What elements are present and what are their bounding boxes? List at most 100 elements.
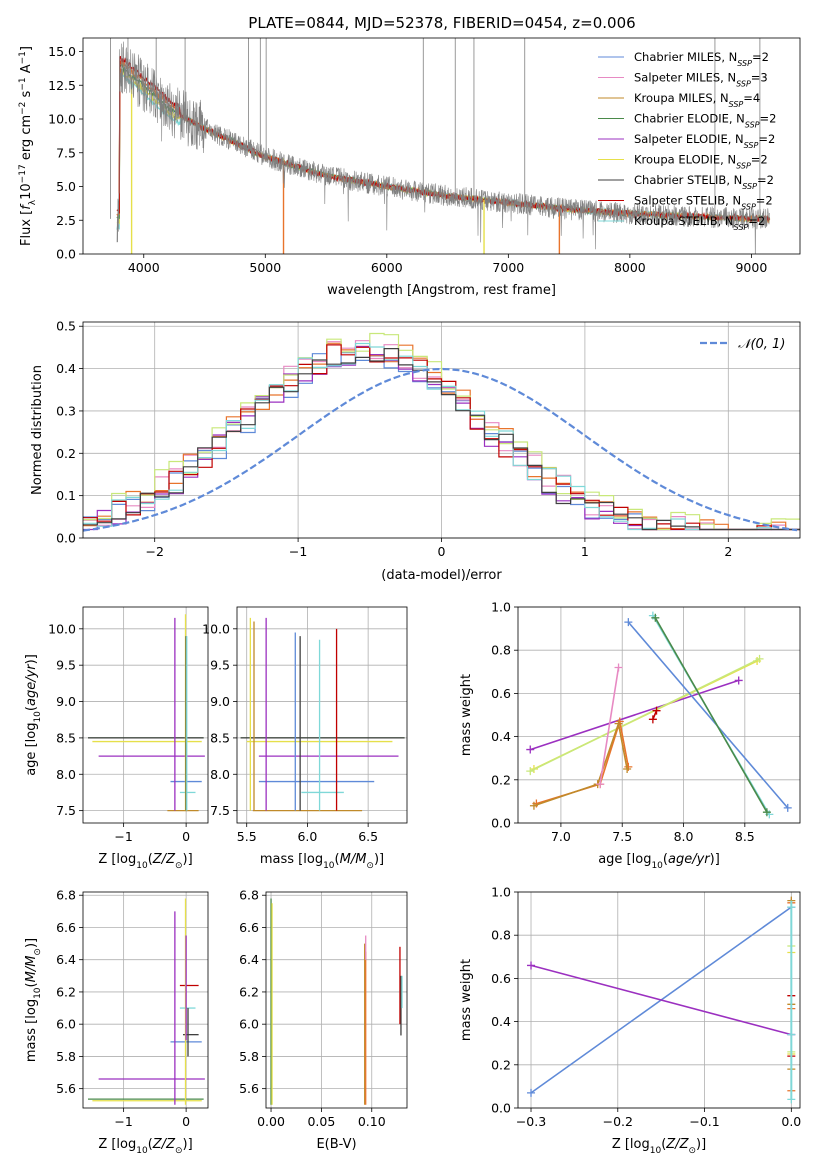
y-tick-label: 9.5 — [56, 658, 76, 673]
weight-marker — [526, 767, 535, 776]
legend-entry: 𝒩(0, 1) — [738, 337, 785, 352]
legend: Chabrier MILES, NSSP=2 Salpeter MILES, NS… — [598, 50, 776, 232]
x-tick-label: 0 — [182, 829, 190, 844]
plot-area — [526, 611, 792, 819]
weight-marker — [526, 745, 535, 754]
panels: 4000 5000 6000 7000 8000 90000.02.55.07.510.0… — [18, 37, 801, 1157]
x-tick-label: 9000 — [735, 260, 767, 275]
y-tick-label: 8.5 — [210, 730, 230, 745]
x-tick-label: 6000 — [371, 260, 403, 275]
y-tick-label: 7.5 — [56, 145, 76, 160]
weight-marker — [527, 1088, 536, 1097]
weight-marker — [596, 780, 605, 789]
plot-area — [270, 898, 403, 1105]
y-axis-label: mass weight — [459, 674, 474, 756]
x-tick-label: −0.3 — [516, 1114, 546, 1129]
weight-series-line — [530, 964, 792, 1036]
x-tick-label: 7.0 — [551, 829, 571, 844]
x-tick-label: −1 — [289, 544, 307, 559]
x-tick-label: 8000 — [614, 260, 646, 275]
y-tick-label: 0.4 — [491, 729, 511, 744]
weight-marker — [648, 715, 657, 724]
y-axis-label: Normed distribution — [30, 365, 45, 495]
x-tick-label: 8.0 — [674, 829, 694, 844]
y-tick-label: 0.4 — [56, 361, 76, 376]
axes-frame — [82, 606, 209, 824]
x-tick-label: −0.1 — [689, 1114, 719, 1129]
y-tick-label: 0.2 — [491, 1057, 511, 1072]
y-tick-label: 0.0 — [56, 531, 76, 546]
y-tick-label: 15.0 — [48, 44, 76, 59]
x-tick-label: 0.05 — [307, 1114, 335, 1129]
chart-panel: −2 −1 0 1 2 0.0 0.1 0.2 0.3 0.4 0.5 𝒩(0, 1) (data-mo… — [30, 319, 801, 583]
y-tick-label: 5.8 — [56, 1049, 76, 1064]
y-tick-label: 0.8 — [491, 643, 511, 658]
chart-panel: 0.00 0.05 0.10 5.6 5.8 6.0 6.2 6.4 6.6 6.8 E(B-V) — [239, 888, 408, 1152]
weight-marker — [624, 618, 633, 627]
y-tick-label: 10.0 — [202, 621, 230, 636]
y-tick-label: 8.0 — [210, 767, 230, 782]
y-axis-label: age [log10(age/yr)] — [24, 654, 43, 776]
axes-frame — [517, 891, 801, 1109]
y-tick-label: 6.4 — [239, 952, 259, 967]
x-tick-label: 0 — [182, 1114, 190, 1129]
axes-frame — [236, 606, 408, 824]
axes-frame — [265, 891, 408, 1109]
y-tick-label: 6.2 — [239, 984, 259, 999]
weight-marker — [755, 654, 764, 663]
y-axis-label: mass [log10(M/M⊙)] — [24, 938, 43, 1062]
x-axis-label: wavelength [Angstrom, rest frame] — [327, 283, 556, 298]
residual-histogram — [83, 348, 800, 531]
x-tick-label: 5.5 — [237, 829, 257, 844]
y-tick-label: 10.0 — [48, 112, 76, 127]
y-tick-label: 0.0 — [56, 247, 76, 262]
y-tick-label: 6.0 — [56, 1017, 76, 1032]
chart-panel: −0.3 −0.2 −0.1 0.0 0.0 0.2 0.4 0.6 0.8 1.0 Z [log1… — [459, 885, 801, 1157]
y-tick-label: 6.8 — [56, 888, 76, 903]
plot-area — [88, 898, 205, 1105]
weight-marker — [762, 808, 771, 817]
y-tick-label: 5.6 — [239, 1081, 259, 1096]
y-tick-label: 5.8 — [239, 1049, 259, 1064]
y-axis-label: Flux [fλ10−17 erg cm−2 s−1 A−1] — [18, 46, 38, 246]
x-axis-label: (data-model)/error — [381, 568, 502, 583]
y-tick-label: 9.0 — [210, 694, 230, 709]
x-tick-label: 0 — [438, 544, 446, 559]
y-tick-label: 0.2 — [491, 772, 511, 787]
x-tick-label: 0.10 — [358, 1114, 386, 1129]
x-axis-label: Z [log10(Z/Z⊙)] — [98, 1137, 192, 1156]
x-tick-label: −2 — [145, 544, 163, 559]
chart-panel: 7.0 7.5 8.0 8.5 0.0 0.2 0.4 0.6 0.8 1.0 age [log10… — [459, 600, 801, 871]
x-tick-label: 7.5 — [612, 829, 632, 844]
y-tick-label: 1.0 — [491, 600, 511, 615]
x-tick-label: 0.00 — [257, 1114, 285, 1129]
legend-entry: Kroupa STELIB, NSSP=2 — [634, 214, 765, 232]
gaussian-curve — [83, 367, 798, 532]
x-tick-label: 6.0 — [297, 829, 317, 844]
weight-marker — [527, 961, 536, 970]
legend-entry: Salpeter STELIB, NSSP=2 — [634, 194, 773, 212]
weight-marker — [652, 706, 661, 715]
weight-marker — [783, 803, 792, 812]
y-tick-label: 0.1 — [56, 488, 76, 503]
weight-series-line — [530, 679, 739, 751]
y-tick-label: 6.0 — [239, 1017, 259, 1032]
y-tick-label: 6.6 — [239, 920, 259, 935]
x-axis-label: mass [log10(M/M⊙)] — [260, 852, 384, 871]
y-tick-label: 8.0 — [56, 767, 76, 782]
y-tick-label: 5.6 — [56, 1081, 76, 1096]
weight-marker — [623, 765, 632, 773]
y-tick-label: 0.6 — [491, 686, 511, 701]
legend-entry: Kroupa ELODIE, NSSP=2 — [634, 153, 768, 171]
weight-series-line — [529, 658, 760, 772]
weight-marker — [734, 676, 743, 685]
x-tick-label: −1 — [114, 829, 132, 844]
y-axis-label: mass weight — [459, 959, 474, 1041]
y-tick-label: 9.0 — [56, 694, 76, 709]
weight-marker — [614, 663, 623, 672]
legend-entry: Chabrier ELODIE, NSSP=2 — [634, 112, 776, 130]
axes-frame — [82, 37, 801, 255]
legend-entry: Chabrier STELIB, NSSP=2 — [634, 173, 774, 191]
y-tick-label: 0.5 — [56, 319, 76, 334]
